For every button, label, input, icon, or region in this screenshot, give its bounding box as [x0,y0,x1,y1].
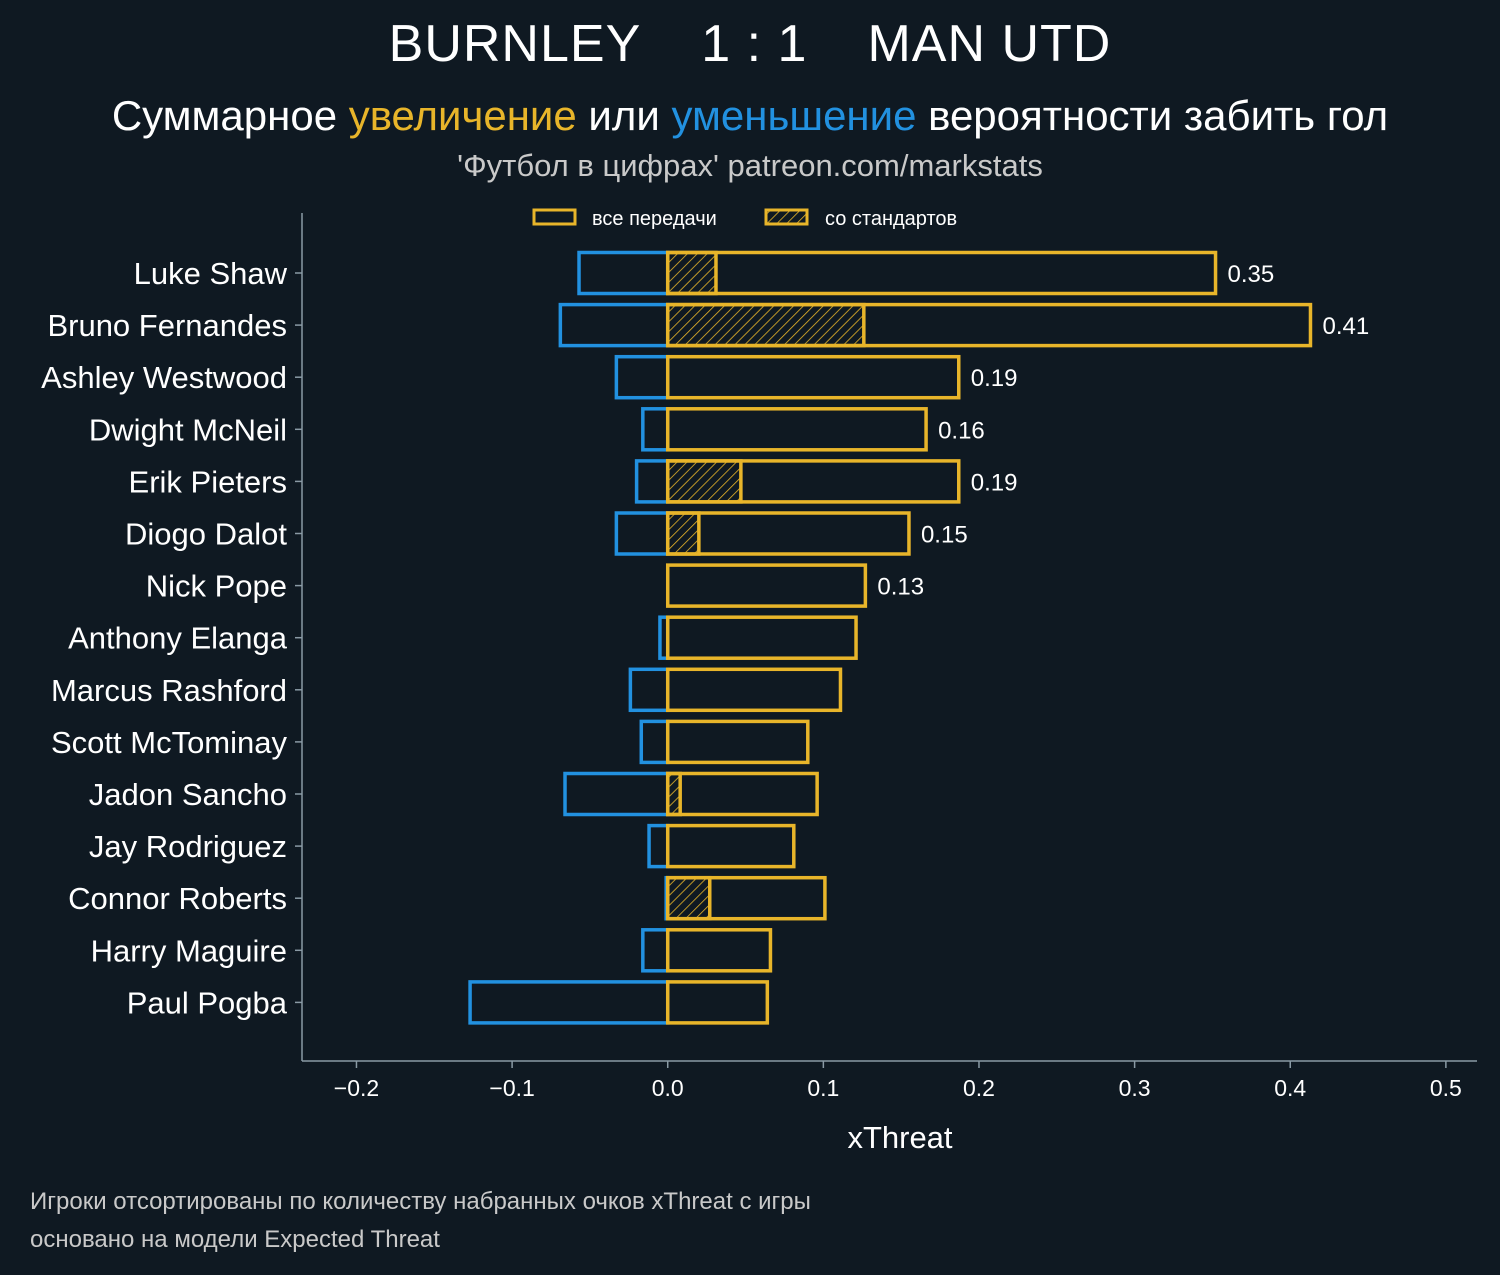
all-passes-bar [665,771,819,817]
y-tick-label: Jadon Sancho [89,777,287,812]
data-label: 0.16 [938,417,985,444]
all-passes-bar [665,980,770,1025]
x-tick-label: 0.4 [1274,1075,1306,1101]
data-label: 0.19 [971,469,1018,496]
negative-bar [639,719,670,765]
negative-bar [614,354,670,400]
away-team: MAN UTD [867,15,1112,73]
score: 1 : 1 [701,15,808,73]
data-label: 0.13 [877,574,924,601]
legend-label-all-passes: все передачи [592,208,717,230]
set-piece-bar [665,511,701,556]
set-piece-bar [665,459,743,504]
all-passes-bar [665,563,868,608]
y-tick-label: Dwight McNeil [89,412,287,447]
set-piece-bar [665,875,712,921]
chart-title: BURNLEY 1 : 1 MAN UTD [0,14,1500,74]
x-tick-label: 0.2 [963,1075,995,1101]
all-passes-bar [665,875,827,921]
all-passes-bar [665,354,961,400]
y-tick-label: Luke Shaw [134,256,288,291]
y-tick-label: Connor Roberts [68,881,287,916]
negative-bar [641,407,670,452]
x-tick-label: −0.1 [489,1075,534,1101]
all-passes-bar [665,667,843,713]
all-passes-bar [665,459,961,504]
negative-bar [628,667,670,713]
all-passes-bar [665,615,858,660]
set-piece-bar [665,302,866,348]
y-tick-label: Erik Pieters [129,464,287,499]
subtitle-part2: или [576,92,672,139]
chart-subtitle: Суммарное увеличение или уменьшение веро… [0,92,1500,140]
data-label: 0.41 [1322,313,1369,340]
x-tick-label: 0.0 [652,1075,684,1101]
home-team: BURNLEY [388,15,642,73]
all-passes-bar [665,407,928,452]
negative-bar [614,511,670,556]
subtitle-part3: вероятности забить гол [916,92,1389,139]
subtitle-part1: Суммарное [111,92,349,139]
footnote-sorting: Игроки отсортированы по количеству набра… [30,1188,811,1215]
negative-bar [641,928,670,973]
source-credit: 'Футбол в цифрах' patreon.com/markstats [457,148,1043,183]
x-tick-label: 0.1 [807,1075,839,1101]
x-tick-label: 0.5 [1430,1075,1462,1101]
y-tick-label: Scott McTominay [51,725,288,760]
y-tick-label: Jay Rodriguez [89,829,287,864]
legend-swatch-all-passes [532,208,577,226]
y-tick-label: Bruno Fernandes [47,308,287,343]
all-passes-bar [665,250,1218,296]
all-passes-bar [665,511,911,556]
set-piece-bar [665,771,682,817]
y-tick-label: Nick Pope [146,569,287,604]
negative-bar [577,250,670,296]
all-passes-bar [665,719,810,765]
data-label: 0.19 [971,365,1018,392]
legend-label-set-pieces: со стандартов [825,208,957,230]
y-tick-label: Marcus Rashford [51,673,287,708]
negative-bar [468,980,670,1025]
all-passes-bar [665,928,773,973]
data-label: 0.35 [1228,261,1275,288]
negative-bar [558,302,670,348]
set-piece-bar [665,250,718,296]
subtitle-decrease: уменьшение [671,92,917,139]
y-tick-label: Paul Pogba [127,985,288,1020]
y-tick-label: Diogo Dalot [125,517,287,552]
all-passes-bar [665,823,796,869]
data-label: 0.15 [921,522,968,549]
negative-bar [563,771,670,817]
x-axis-label: xThreat [847,1120,952,1155]
y-tick-label: Harry Maguire [91,933,287,968]
y-tick-label: Anthony Elanga [68,621,288,656]
all-passes-bar [665,302,1313,348]
legend-swatch-set-pieces [764,208,809,226]
negative-bar [647,823,670,869]
x-tick-label: 0.3 [1119,1075,1151,1101]
subtitle-increase: увеличение [348,92,577,139]
negative-bar [634,459,670,504]
footnote-model: основано на модели Expected Threat [30,1226,440,1253]
x-tick-label: −0.2 [334,1075,379,1101]
y-tick-label: Ashley Westwood [41,360,287,395]
